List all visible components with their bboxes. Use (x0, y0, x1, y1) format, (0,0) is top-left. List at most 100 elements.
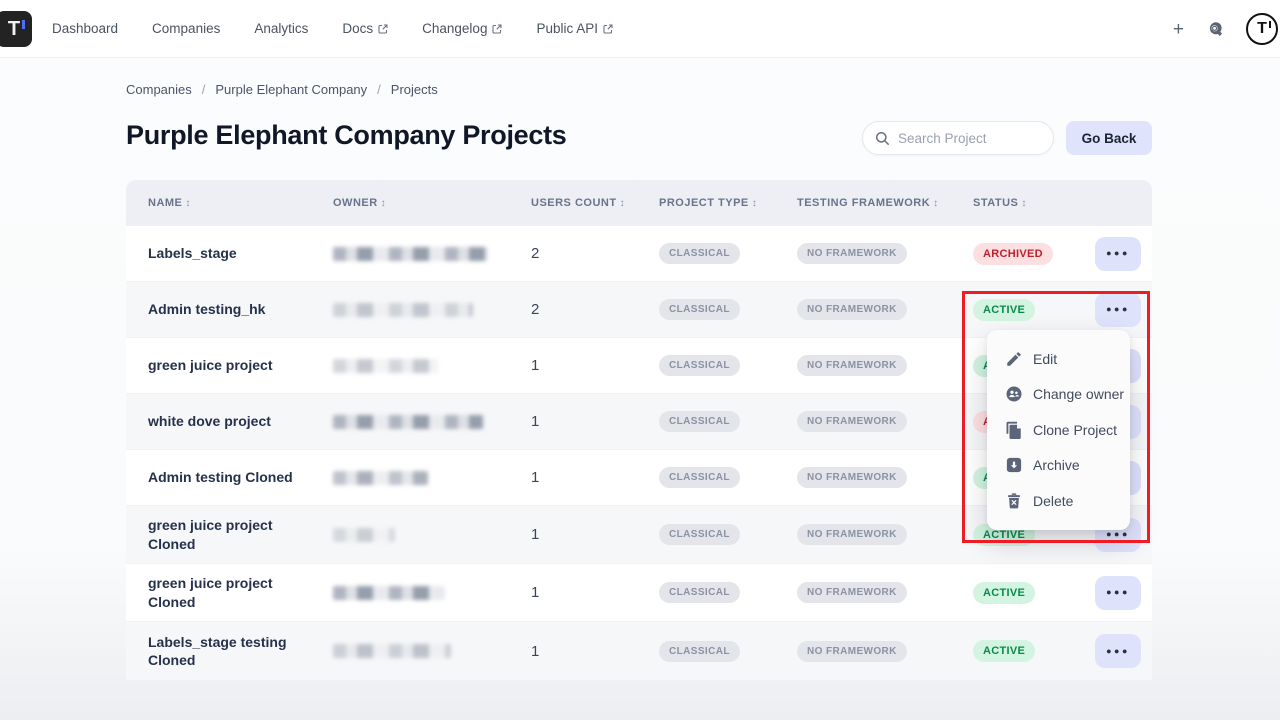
search-icon (875, 131, 890, 146)
trash-icon (1005, 492, 1023, 510)
project-type-badge: CLASSICAL (659, 467, 740, 488)
breadcrumb-company[interactable]: Purple Elephant Company (215, 82, 368, 97)
sort-icon[interactable]: ↕ (185, 197, 191, 209)
row-actions-button[interactable]: ●●● (1095, 634, 1141, 668)
go-back-button[interactable]: Go Back (1066, 121, 1152, 155)
project-name: green juice project (148, 357, 273, 374)
sort-icon[interactable]: ↕ (751, 197, 758, 209)
status-badge: ACTIVE (973, 581, 1036, 604)
column-header-actions (1073, 196, 1152, 210)
nav-item-analytics[interactable]: Analytics (254, 21, 309, 36)
testing-framework-badge: NO FRAMEWORK (797, 640, 907, 662)
nav-item-changelog[interactable]: Changelog (422, 21, 503, 36)
project-name: Labels_stage (148, 245, 237, 262)
sort-icon[interactable]: ↕ (380, 197, 387, 209)
users-count: 1 (531, 413, 540, 430)
ellipsis-icon: ●●● (1106, 645, 1130, 656)
table-row[interactable]: green juice project Cloned 1 CLASSICAL N… (126, 506, 1152, 564)
owner-redacted (311, 358, 509, 373)
project-name: Admin testing Cloned (148, 469, 293, 486)
column-header-owner[interactable]: Owner ↕ (333, 196, 387, 209)
table-row[interactable]: Labels_stage 2 CLASSICAL NO FRAMEWORK AR… (126, 226, 1152, 282)
column-header-project-type[interactable]: Project Type ↕ (659, 196, 758, 209)
ellipsis-icon: ●●● (1106, 587, 1130, 597)
menu-item-archive[interactable]: Archive (987, 448, 1130, 484)
nav-item-public-api[interactable]: Public API (536, 21, 613, 36)
project-type-badge: CLASSICAL (659, 524, 740, 545)
ellipsis-icon: ●●● (1106, 304, 1130, 314)
testing-framework-badge: NO FRAMEWORK (797, 355, 907, 376)
users-count: 2 (531, 245, 540, 262)
nav-links: Dashboard Companies Analytics Docs Chang… (52, 21, 613, 36)
sort-icon[interactable]: ↕ (1021, 197, 1027, 209)
plus-icon[interactable]: + (1172, 18, 1184, 40)
menu-item-edit[interactable]: Edit (987, 341, 1130, 377)
project-name: green juice project Cloned (148, 575, 273, 610)
testing-framework-badge: NO FRAMEWORK (797, 411, 907, 432)
ellipsis-icon: ●●● (1106, 529, 1130, 539)
column-header-status[interactable]: Status ↕ (973, 196, 1027, 209)
owner-redacted (311, 302, 509, 317)
testing-framework-badge: NO FRAMEWORK (797, 243, 907, 264)
status-badge: ACTIVE (973, 640, 1036, 662)
breadcrumb-projects: Projects (390, 82, 438, 97)
app-logo[interactable]: T (0, 11, 32, 47)
project-name: Labels_stage testing Cloned (148, 633, 287, 668)
column-header-users-count[interactable]: Users Count ↕ (531, 196, 626, 209)
status-badge: ACTIVE (973, 298, 1036, 321)
users-count: 1 (531, 642, 540, 660)
nav-right-actions: + T (1172, 0, 1278, 58)
testing-framework-badge: NO FRAMEWORK (797, 299, 907, 320)
breadcrumb-separator: / (201, 82, 206, 97)
sort-icon[interactable]: ↕ (619, 197, 626, 209)
breadcrumb: Companies / Purple Elephant Company / Pr… (126, 82, 438, 97)
nav-item-docs[interactable]: Docs (342, 21, 388, 36)
menu-item-change-owner[interactable]: Change owner (987, 377, 1130, 413)
project-type-badge: CLASSICAL (659, 299, 740, 320)
row-context-menu: Edit Change owner Clone Project Archive … (987, 330, 1130, 530)
row-actions-button[interactable]: ●●● (1095, 292, 1141, 327)
avatar-letter: T (1257, 20, 1271, 37)
menu-item-clone-project[interactable]: Clone Project (987, 412, 1130, 448)
menu-item-delete[interactable]: Delete (987, 483, 1130, 519)
menu-item-label: Change owner (1033, 386, 1125, 403)
users-count: 1 (531, 584, 540, 601)
project-type-badge: CLASSICAL (659, 411, 740, 432)
users-count: 1 (531, 469, 540, 486)
lens-icon[interactable] (1206, 20, 1224, 38)
page-title: Purple Elephant Company Projects (126, 120, 567, 150)
owner-redacted (311, 644, 509, 658)
owner-redacted (311, 527, 509, 542)
owner-redacted (311, 470, 509, 485)
row-actions-button[interactable]: ●●● (1095, 236, 1141, 271)
nav-item-dashboard[interactable]: Dashboard (52, 21, 119, 36)
search-input[interactable] (898, 130, 1041, 146)
table-row[interactable]: green juice project Cloned 1 CLASSICAL N… (126, 564, 1152, 622)
project-type-badge: CLASSICAL (659, 582, 740, 603)
users-circle-icon (1005, 385, 1023, 403)
users-count: 1 (531, 357, 540, 374)
project-type-badge: CLASSICAL (659, 355, 740, 376)
external-link-icon (603, 23, 613, 34)
external-link-icon (492, 23, 503, 34)
table-row[interactable]: Labels_stage testing Cloned 1 CLASSICAL … (126, 622, 1152, 681)
column-header-name[interactable]: Name ↕ (148, 196, 191, 209)
copy-icon (1005, 421, 1023, 439)
project-name: white dove project (148, 413, 271, 430)
nav-item-companies[interactable]: Companies (152, 21, 221, 36)
column-header-testing-framework[interactable]: Testing Framework ↕ (797, 196, 939, 209)
app-logo-letter: T (7, 18, 26, 40)
menu-item-label: Delete (1033, 492, 1074, 509)
avatar[interactable]: T (1246, 13, 1278, 45)
ellipsis-icon: ●●● (1106, 248, 1130, 258)
sort-icon[interactable]: ↕ (933, 197, 939, 209)
testing-framework-badge: NO FRAMEWORK (797, 582, 907, 603)
row-actions-button[interactable]: ●●● (1095, 575, 1141, 610)
status-badge: ARCHIVED (973, 242, 1053, 265)
breadcrumb-separator: / (377, 82, 381, 97)
archive-icon (1005, 456, 1023, 474)
breadcrumb-companies[interactable]: Companies (126, 82, 192, 97)
testing-framework-badge: NO FRAMEWORK (797, 467, 907, 488)
menu-item-label: Clone Project (1033, 421, 1118, 438)
project-name: Admin testing_hk (148, 301, 266, 318)
